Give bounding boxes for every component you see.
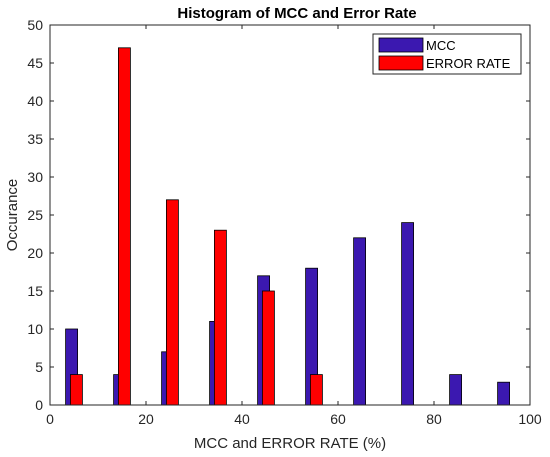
bar-error-rate-0 — [70, 374, 83, 406]
y-tick-label: 40 — [27, 93, 43, 109]
bar-error-rate-5 — [309, 374, 323, 406]
x-tick-label: 0 — [46, 411, 54, 427]
y-tick-label: 35 — [27, 131, 43, 147]
x-tick-label: 20 — [138, 411, 154, 427]
x-tick-label: 40 — [234, 411, 250, 427]
y-axis-label: Occurance — [4, 179, 21, 252]
bar-error-rate-2 — [165, 199, 179, 406]
bar-error-rate-1 — [118, 47, 131, 406]
legend: MCC ERROR RATE — [372, 33, 522, 75]
legend-label-mcc: MCC — [426, 38, 456, 53]
y-tick-label: 25 — [27, 207, 43, 223]
bar-mcc-6 — [353, 237, 367, 406]
x-tick-label: 60 — [330, 411, 346, 427]
bar-mcc-8 — [449, 374, 463, 406]
legend-swatch-mcc — [378, 37, 424, 53]
y-tick-label: 15 — [27, 283, 43, 299]
bar-error-rate-4 — [261, 290, 275, 406]
x-tick-label: 80 — [426, 411, 442, 427]
y-tick-label: 5 — [35, 359, 43, 375]
ticks-layer: 0 20 40 60 80 100 0 5 10 15 20 25 30 35 40 45 50 — [27, 17, 541, 427]
x-tick-label: 100 — [518, 411, 542, 427]
y-tick-label: 10 — [27, 321, 43, 337]
legend-swatch-error-rate — [378, 55, 424, 71]
y-tick-label: 20 — [27, 245, 43, 261]
x-axis-label: MCC and ERROR RATE (%) — [194, 435, 386, 452]
y-tick-label: 30 — [27, 169, 43, 185]
y-tick-label: 0 — [35, 397, 43, 413]
bar-error-rate-3 — [213, 229, 227, 406]
bar-mcc-7 — [401, 222, 415, 406]
y-tick-label: 50 — [27, 17, 43, 33]
legend-label-error-rate: ERROR RATE — [426, 56, 511, 71]
bar-mcc-9 — [497, 381, 511, 406]
y-tick-label: 45 — [27, 55, 43, 71]
chart-title: Histogram of MCC and Error Rate — [177, 5, 416, 22]
